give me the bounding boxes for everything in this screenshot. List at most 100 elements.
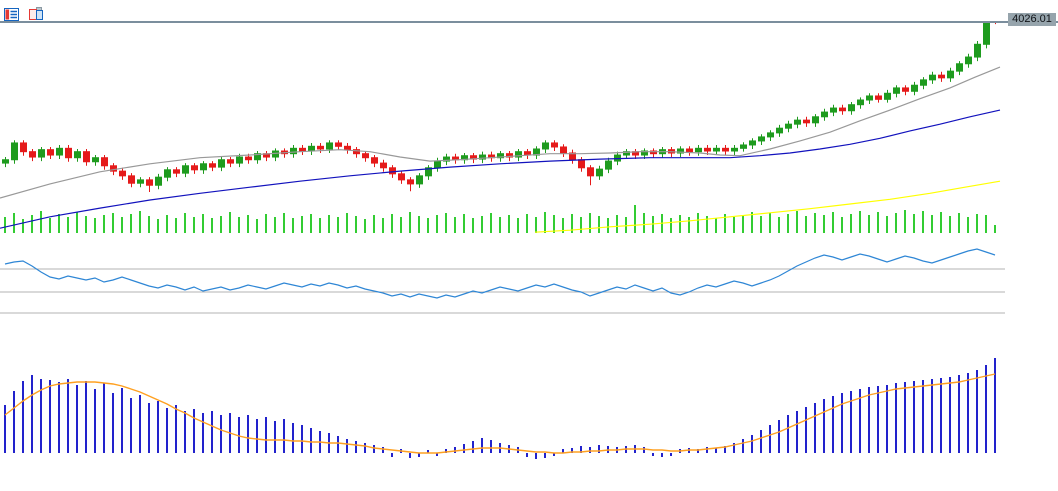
- macd-bar: [148, 403, 150, 453]
- candle-down: [227, 159, 234, 164]
- macd-bar: [913, 381, 915, 453]
- volume-bar: [517, 218, 519, 233]
- macd-bar: [58, 382, 60, 453]
- macd-bar: [553, 453, 555, 456]
- macd-signal-line: [4, 373, 996, 454]
- volume-bar: [994, 225, 996, 233]
- volume-bar: [589, 213, 591, 233]
- candle-down: [704, 147, 711, 152]
- macd-bar: [994, 358, 996, 453]
- macd-bar: [67, 379, 69, 453]
- macd-bar: [13, 391, 15, 453]
- volume-bar: [751, 212, 753, 233]
- candle-up: [857, 99, 864, 106]
- macd-bar: [202, 413, 204, 453]
- volume-bar: [283, 213, 285, 233]
- candle-up: [623, 151, 630, 156]
- candle-up: [38, 149, 45, 158]
- macd-bar: [436, 453, 438, 456]
- candle-up: [965, 56, 972, 65]
- volume-bar: [130, 214, 132, 233]
- macd-bar: [787, 415, 789, 453]
- candle-up: [164, 169, 171, 178]
- candle-up: [92, 157, 99, 163]
- volume-bar: [391, 214, 393, 233]
- macd-panel: [4, 358, 996, 459]
- volume-bar: [769, 213, 771, 233]
- macd-bar: [463, 444, 465, 453]
- candle-up: [254, 153, 261, 161]
- volume-bar: [598, 216, 600, 233]
- macd-bar: [859, 389, 861, 453]
- volume-bar: [211, 218, 213, 233]
- candle-down: [209, 163, 216, 168]
- macd-bar: [967, 373, 969, 453]
- volume-bar: [967, 217, 969, 233]
- volume-bar: [625, 217, 627, 233]
- macd-bar: [157, 401, 159, 453]
- candle-up: [479, 154, 486, 160]
- volume-bar: [148, 216, 150, 233]
- macd-bar: [175, 405, 177, 453]
- candle-up: [218, 159, 225, 168]
- oscillator-panel: [0, 248, 1005, 314]
- macd-bar: [706, 447, 708, 453]
- moving-averages-layer: [0, 66, 1001, 233]
- macd-bar: [724, 446, 726, 453]
- candle-down: [101, 157, 108, 167]
- candle-down: [578, 159, 585, 169]
- volume-bar: [13, 213, 15, 233]
- macd-bar: [823, 399, 825, 453]
- volume-bar: [409, 212, 411, 233]
- volume-bar: [607, 218, 609, 233]
- volume-bar: [337, 217, 339, 233]
- macd-bar: [598, 445, 600, 453]
- volume-bar: [364, 219, 366, 233]
- macd-bar: [121, 388, 123, 453]
- volume-panel: [4, 205, 996, 233]
- chart-window-button[interactable]: [29, 7, 45, 24]
- candle-down: [407, 179, 414, 185]
- macd-bar: [733, 443, 735, 453]
- candle-down: [380, 162, 387, 169]
- candle-down: [317, 145, 324, 150]
- macd-bar: [31, 375, 33, 453]
- quote-list-button[interactable]: [4, 8, 19, 24]
- volume-bar: [202, 214, 204, 233]
- volume-bar: [427, 218, 429, 233]
- volume-bar: [526, 214, 528, 233]
- volume-bar: [688, 217, 690, 233]
- candle-down: [650, 150, 657, 155]
- candle-down: [299, 147, 306, 152]
- candle-down: [146, 179, 153, 186]
- macd-bar: [22, 381, 24, 453]
- macd-bar: [220, 415, 222, 453]
- volume-bar: [823, 215, 825, 233]
- volume-bar: [22, 219, 24, 233]
- volume-bar: [850, 214, 852, 233]
- macd-bar: [76, 385, 78, 453]
- ma-long-yellow-line: [534, 180, 1001, 233]
- candle-down: [335, 142, 342, 147]
- volume-bar: [958, 213, 960, 233]
- macd-bar: [850, 391, 852, 453]
- candle-down: [173, 169, 180, 174]
- volume-bar: [922, 211, 924, 233]
- last-price-badge: 4026.01: [1008, 13, 1056, 26]
- macd-bar: [751, 435, 753, 453]
- volume-bar: [544, 212, 546, 233]
- macd-bar: [454, 447, 456, 453]
- volume-bar: [247, 215, 249, 233]
- volume-bar: [400, 217, 402, 233]
- volume-bar: [976, 214, 978, 233]
- candle-up: [11, 142, 18, 161]
- volume-bar: [679, 215, 681, 233]
- candle-down: [344, 145, 351, 151]
- macd-bar: [490, 440, 492, 453]
- macd-bar: [886, 385, 888, 453]
- volume-bar: [616, 215, 618, 233]
- volume-bar: [193, 217, 195, 233]
- candle-up: [695, 147, 702, 153]
- macd-bar: [301, 425, 303, 453]
